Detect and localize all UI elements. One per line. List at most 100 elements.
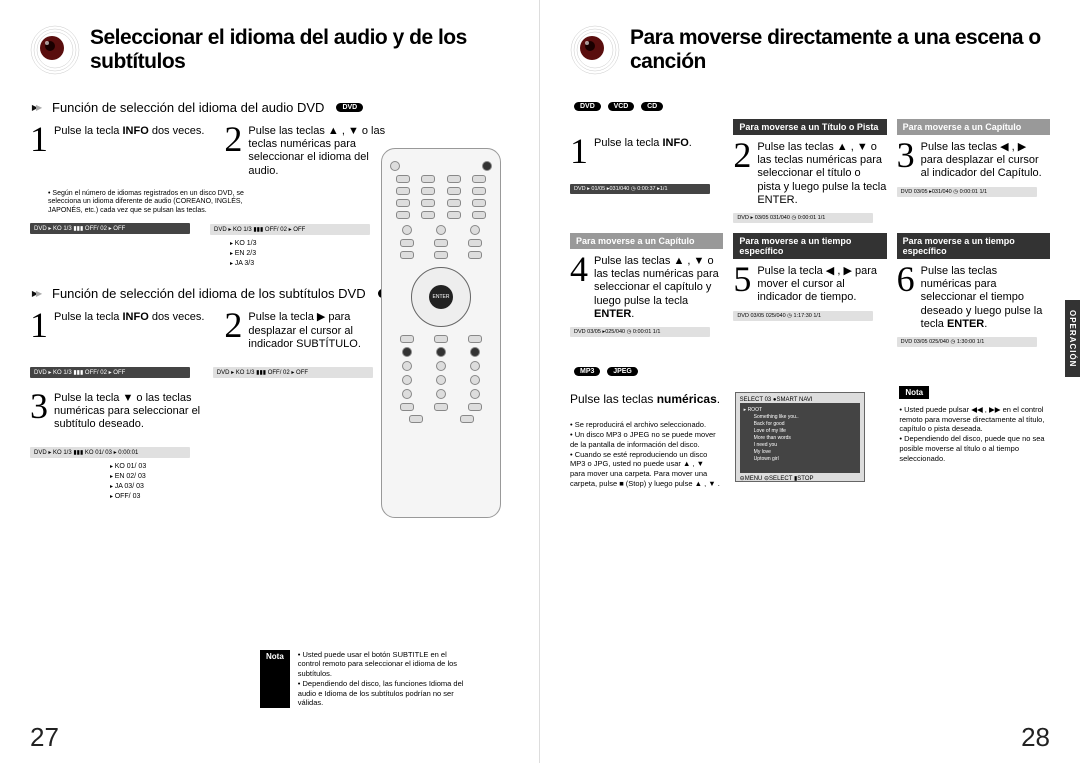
lower-step-text: Pulse las teclas numéricas. [570, 392, 721, 406]
step-number: 1 [30, 125, 48, 154]
page-number: 28 [1021, 722, 1050, 753]
disc-tags-lower: MP3 JPEG [570, 365, 1050, 376]
lower-row: Pulse las teclas numéricas. Se reproduci… [570, 386, 1050, 489]
status-bar: DVD ▸ KO 1/3 ▮▮▮ KO 01/ 03 ▸ 0:00:01 [30, 447, 190, 458]
step-text: Pulse la tecla INFO dos veces. [54, 125, 204, 138]
side-tab: OPERACIÓN [1065, 300, 1080, 377]
step-number: 2 [224, 125, 242, 154]
steps-row-1: 1 Pulse la tecla INFO. DVD ▸ 01/05 ▸031/0… [570, 119, 1050, 223]
steps-row-2: Para moverse a un Capítulo 4Pulse las te… [570, 233, 1050, 347]
section-subtitle-text: Función de selección del idioma de los s… [52, 286, 366, 301]
screen-item: More than words [754, 435, 856, 442]
subtitle-step-2: 2 Pulse la tecla ▶ para desplazar el cur… [224, 311, 399, 351]
subtitle-step-1: 1 Pulse la tecla INFO dos veces. [30, 311, 204, 340]
note-item: Se reproducirá el archivo seleccionado. [570, 420, 721, 430]
disc-tag: DVD [574, 102, 601, 111]
step-text: Pulse la tecla ◀ , ▶ para mover el curso… [757, 265, 886, 305]
lang-item: JA 3/3 [230, 259, 370, 269]
page-title: Seleccionar el idioma del audio y de los… [90, 26, 509, 74]
col-step-1: 1 Pulse la tecla INFO. DVD ▸ 01/05 ▸031/0… [570, 119, 723, 223]
lang-item: KO 1/3 [230, 239, 370, 249]
status-bar: DVD ▸ 01/05 ▸031/040 ◷ 0:00:37 ▸1/1 [570, 184, 710, 194]
status-bar: DVD ▸ KO 1/3 ▮▮▮ OFF/ 02 ▸ OFF [210, 224, 370, 235]
eye-icon [30, 25, 80, 75]
step-number: 4 [570, 255, 588, 284]
step-text: Pulse la tecla ▼ o las teclas numéricas … [54, 392, 205, 432]
step-text: Pulse la tecla INFO. [594, 137, 692, 150]
page-number: 27 [30, 722, 59, 753]
col-header: Para moverse a un Capítulo [570, 233, 723, 249]
lang-item: EN 2/3 [230, 249, 370, 259]
col-step-5: Para moverse a un tiempo específico 5Pul… [733, 233, 886, 347]
status-bar: DVD 03/05 ▸025/040 ◷ 0:00:01 1/1 [570, 327, 710, 337]
col-step-6: Para moverse a un tiempo específico 6Pul… [897, 233, 1050, 347]
step-number: 1 [30, 311, 48, 340]
lower-left-col: Pulse las teclas numéricas. Se reproduci… [570, 386, 721, 489]
screen-item: Love of my life [754, 428, 856, 435]
col-step-3: Para moverse a un Capítulo 3Pulse las te… [897, 119, 1050, 223]
col-step-4: Para moverse a un Capítulo 4Pulse las te… [570, 233, 723, 347]
step-number: 5 [733, 265, 751, 294]
col-header: Para moverse a un tiempo específico [897, 233, 1050, 259]
disc-tag: VCD [608, 102, 635, 111]
nota-item: Dependiendo del disco, puede que no sea … [899, 434, 1050, 463]
step-number: 3 [897, 141, 915, 170]
arrow-bullet-icon [30, 287, 44, 301]
nota-item: Usted puede pulsar ◀◀ , ▶▶ en el control… [899, 405, 1050, 434]
status-bar: DVD 03/05 025/040 ◷ 1:17:30 1/1 [733, 311, 873, 321]
page-27: Seleccionar el idioma del audio y de los… [0, 0, 540, 763]
status-bar: DVD ▸ KO 1/3 ▮▮▮ OFF/ 02 ▸ OFF [30, 223, 190, 234]
section-audio-hdr: Función de selección del idioma del audi… [30, 100, 509, 115]
col-header: Para moverse a un tiempo específico [733, 233, 886, 259]
section-audio-text: Función de selección del idioma del audi… [52, 100, 324, 115]
lower-notes: Se reproducirá el archivo seleccionado. … [570, 420, 721, 488]
screen-footer: ⊖MENU ⊖SELECT ▮STOP [740, 475, 860, 482]
disc-tag: JPEG [607, 367, 638, 376]
tv-screen-mock: SELECT 03 ●SMART NAVI ▸ ROOT Something l… [735, 392, 865, 482]
header-right: Para moverse directamente a una escena o… [570, 25, 1050, 75]
step-number: 6 [897, 265, 915, 294]
nota-left: Nota Usted puede usar el botón SUBTITLE … [260, 650, 470, 709]
note-item: Cuando se esté reproduciendo un disco MP… [570, 450, 721, 489]
page-title: Para moverse directamente a una escena o… [630, 26, 1050, 74]
subtitle-step-3: 3 Pulse la tecla ▼ o las teclas numérica… [30, 392, 205, 432]
nota-tag: Nota [260, 650, 290, 709]
status-bar: DVD 03/05 025/040 ◷ 1:30:00 1/1 [897, 337, 1037, 347]
col-header: Para moverse a un Capítulo [897, 119, 1050, 135]
screen-item: I need you [754, 442, 856, 449]
audio-step-2: 2 Pulse las teclas ▲ , ▼ o las teclas nu… [224, 125, 399, 178]
step-number: 2 [224, 311, 242, 340]
screen-item: Something like you.. [754, 414, 856, 421]
audio-note: Según el número de idiomas registrados e… [48, 190, 248, 215]
step-text: Pulse las teclas numéricas para seleccio… [921, 265, 1050, 331]
col-header: Para moverse a un Título o Pista [733, 119, 886, 135]
step-text: Pulse las teclas ▲ , ▼ o las teclas numé… [757, 141, 886, 207]
header-left: Seleccionar el idioma del audio y de los… [30, 25, 509, 75]
screen-folder: ▸ ROOT [744, 407, 856, 414]
lower-right-col: Nota Usted puede pulsar ◀◀ , ▶▶ en el co… [899, 386, 1050, 489]
nota-item: Dependiendo del disco, las funciones Idi… [298, 679, 470, 708]
screen-item: Back for good [754, 421, 856, 428]
disc-tag: MP3 [574, 367, 600, 376]
step-number: 1 [570, 137, 588, 166]
step-text: Pulse las teclas ▲ , ▼ o las teclas numé… [594, 255, 723, 321]
step-text: Pulse las teclas ◀ , ▶ para desplazar el… [921, 141, 1050, 181]
col-step-2: Para moverse a un Título o Pista 2Pulse … [733, 119, 886, 223]
note-item: Un disco MP3 o JPEG no se puede mover de… [570, 430, 721, 450]
status-bar: DVD ▸ 03/05 031/040 ◷ 0:00:01 1/1 [733, 213, 873, 223]
step-text: Pulse la tecla INFO dos veces. [54, 311, 204, 324]
nota-item: Usted puede usar el botón SUBTITLE en el… [298, 650, 470, 679]
status-bar: DVD ▸ KO 1/3 ▮▮▮ OFF/ 02 ▸ OFF [30, 367, 190, 378]
audio-step-1: 1 Pulse la tecla INFO dos veces. [30, 125, 204, 154]
screen-item: Uptown girl [754, 456, 856, 463]
status-bar: DVD ▸ KO 1/3 ▮▮▮ OFF/ 02 ▸ OFF [213, 367, 373, 378]
screen-item: My love [754, 449, 856, 456]
step-text: Pulse la tecla ▶ para desplazar el curso… [248, 311, 399, 351]
nota-tag: Nota [899, 386, 929, 399]
status-bar: DVD 03/05 ▸031/040 ◷ 0:00:01 1/1 [897, 187, 1037, 197]
remote-illustration: ENTER [381, 148, 501, 518]
arrow-bullet-icon [30, 101, 44, 115]
lower-mid-col: SELECT 03 ●SMART NAVI ▸ ROOT Something l… [735, 386, 886, 489]
nota-list-right: Usted puede pulsar ◀◀ , ▶▶ en el control… [899, 405, 1050, 464]
step-number: 2 [733, 141, 751, 170]
